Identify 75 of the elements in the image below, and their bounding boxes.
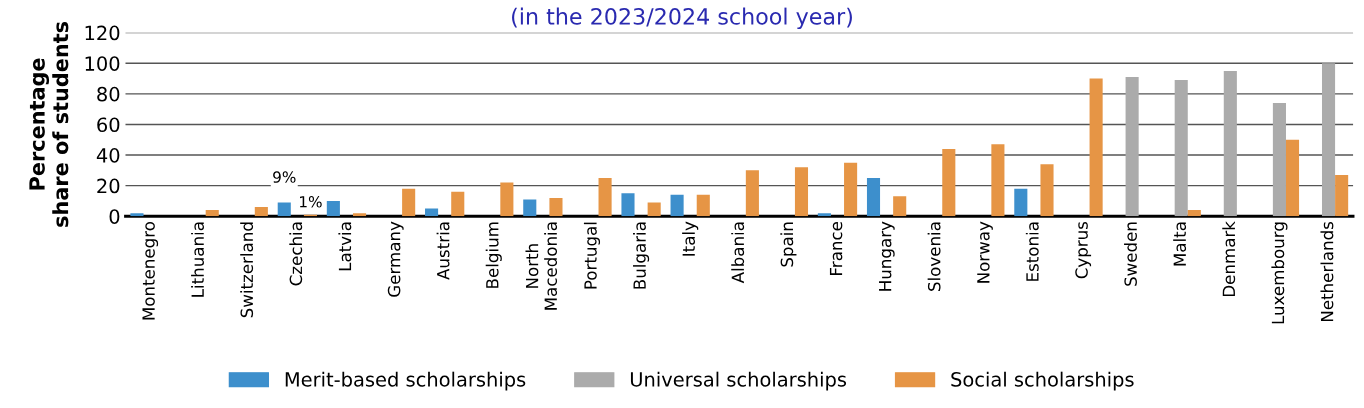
x-tick-label: Albania: [731, 222, 745, 284]
legend-label: Social scholarships: [951, 371, 1134, 391]
bar: [1335, 174, 1349, 217]
y-tick-label: 80: [97, 86, 120, 102]
bar: [1040, 164, 1054, 217]
bar: [647, 202, 661, 217]
bar: [1089, 78, 1103, 217]
bar: [1125, 77, 1139, 217]
legend-label: Universal scholarships: [630, 371, 847, 391]
x-tick-label: Netherlands: [1320, 221, 1334, 322]
bar: [1272, 103, 1286, 217]
x-tick-label: France: [829, 221, 843, 275]
x-tick-label: Germany: [387, 221, 404, 297]
bar: [1223, 70, 1237, 217]
bar: [130, 213, 144, 217]
y-axis-title: Percentage share of students: [29, 21, 69, 227]
bar: [866, 177, 881, 217]
bar: [326, 200, 340, 217]
x-tick-label: Portugal: [583, 222, 601, 289]
x-tick-label: Hungary: [879, 221, 895, 291]
y-tick-label: 100: [85, 56, 120, 71]
x-tick-label: Slovenia: [927, 222, 941, 291]
bar: [893, 196, 907, 217]
x-tick-label: Norway: [977, 221, 993, 283]
x-tick-label: Spain: [780, 222, 797, 267]
bar: [991, 144, 1005, 217]
chart-subtitle: (in the 2023/2024 school year): [512, 7, 852, 30]
bar: [794, 167, 809, 217]
data-label: 1%: [300, 196, 322, 208]
bar: [205, 210, 219, 217]
bar: [696, 194, 710, 217]
bar: [549, 197, 563, 217]
y-tick-label: 20: [97, 178, 120, 194]
bar: [1014, 188, 1028, 217]
bar: [402, 188, 416, 217]
bar: [523, 199, 537, 217]
bar: [745, 170, 759, 217]
bar: [1174, 80, 1188, 217]
x-tick-label: Montenegro: [142, 222, 159, 320]
bar: [1187, 210, 1201, 217]
bar: [451, 191, 465, 217]
bar: [254, 207, 268, 217]
x-tick-label: Czechia: [289, 222, 303, 286]
x-tick-label: Estonia: [1025, 222, 1039, 281]
bar: [1285, 139, 1300, 217]
x-tick-label: Malta: [1173, 222, 1187, 266]
bar: [425, 208, 439, 217]
bar: [353, 213, 367, 217]
bar: [277, 202, 291, 217]
x-tick-label: Denmark: [1222, 221, 1236, 297]
x-tick-label: Cyprus: [1075, 221, 1092, 279]
bar: [598, 177, 612, 217]
bar: [500, 182, 514, 217]
x-tick-label: Belgium: [485, 222, 502, 288]
bar: [670, 194, 684, 217]
x-tick-label: Italy: [682, 221, 699, 256]
bar: [844, 162, 858, 217]
legend-label: Merit-based scholarships: [285, 371, 526, 391]
x-tick-label: Latvia: [338, 222, 352, 271]
y-tick-label: 40: [96, 148, 120, 163]
x-tick-label: Sweden: [1124, 222, 1137, 286]
y-tick-label: 0: [109, 209, 120, 224]
bar: [942, 148, 956, 217]
x-tick-label: Lithuania: [191, 222, 204, 297]
x-tick-label: Luxembourg: [1271, 222, 1288, 324]
bar: [817, 213, 831, 217]
x-tick-label: North Macedonia: [525, 222, 558, 310]
bar: [1321, 63, 1336, 217]
data-label: 9%: [273, 171, 296, 183]
y-tick-label: 120: [85, 25, 120, 41]
x-tick-label: Bulgaria: [633, 222, 650, 289]
x-tick-label: Austria: [436, 222, 450, 280]
x-tick-label: Switzerland: [240, 222, 254, 318]
y-tick-label: 60: [97, 117, 120, 133]
bar: [621, 193, 635, 217]
